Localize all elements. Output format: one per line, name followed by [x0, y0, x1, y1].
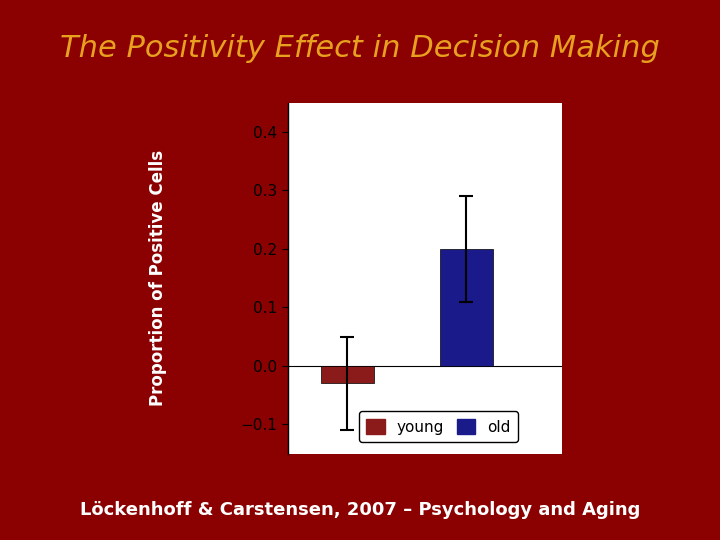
Legend: young, old: young, old: [359, 411, 518, 442]
Bar: [320, 366, 374, 383]
Bar: [440, 249, 493, 366]
Text: Proportion of Positive Cells: Proportion of Positive Cells: [150, 150, 167, 406]
Text: The Positivity Effect in Decision Making: The Positivity Effect in Decision Making: [60, 34, 660, 63]
Text: Löckenhoff & Carstensen, 2007 – Psychology and Aging: Löckenhoff & Carstensen, 2007 – Psycholo…: [80, 501, 640, 519]
